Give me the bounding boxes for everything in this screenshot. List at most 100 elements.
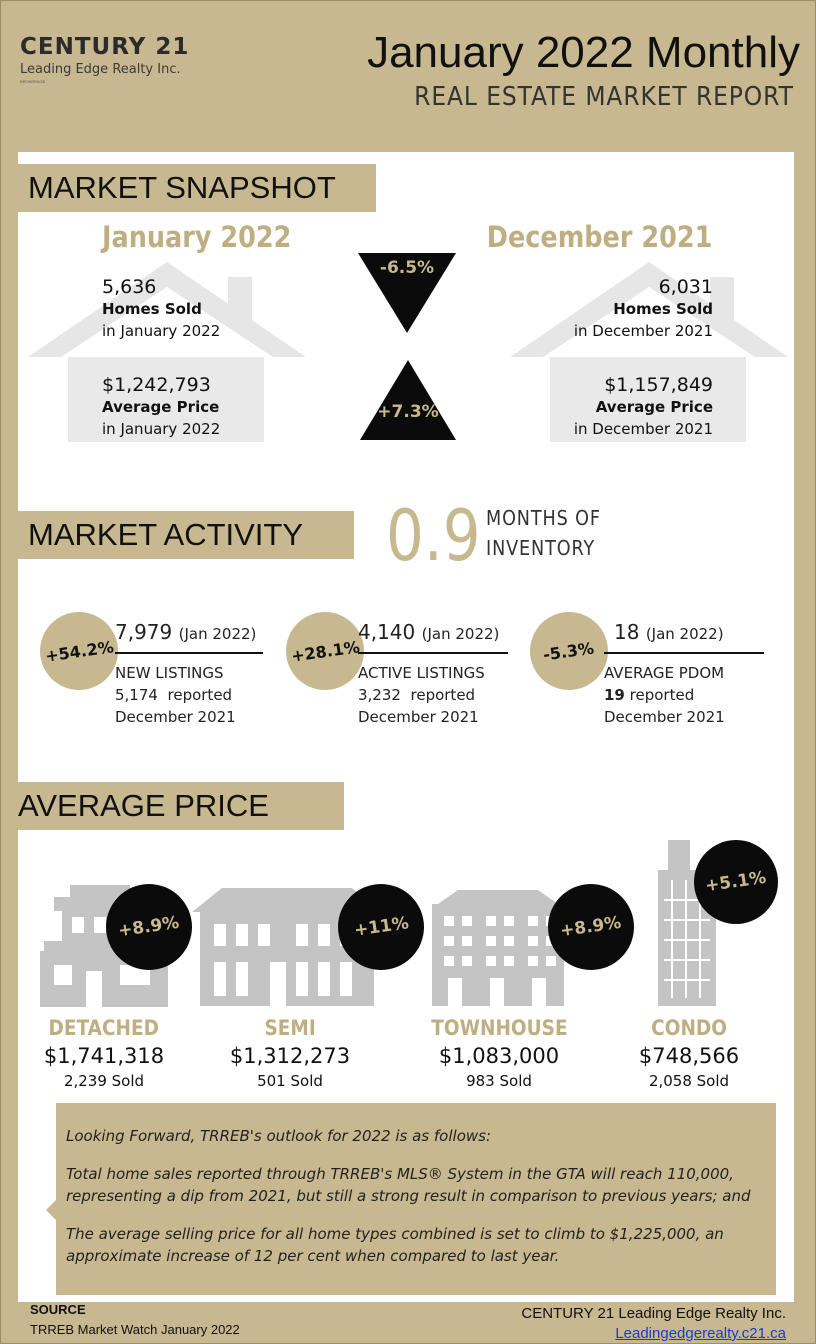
page-subtitle: REAL ESTATE MARKET REPORT bbox=[414, 82, 794, 112]
detached-sold: 2,239 Sold bbox=[63, 1072, 145, 1090]
right-avg-price-label: Average Price bbox=[595, 398, 713, 416]
detached-name: DETACHED bbox=[48, 1016, 160, 1040]
months-label-line1: MONTHS OF bbox=[486, 506, 601, 530]
semi-price: $1,312,273 bbox=[229, 1044, 351, 1068]
house-right-icon bbox=[510, 262, 788, 442]
source-text: TRREB Market Watch January 2022 bbox=[30, 1322, 240, 1337]
townhouse-change: +8.9% bbox=[559, 912, 623, 942]
new-listings-block: 7,979 (Jan 2022) NEW LISTINGS 5,174 repo… bbox=[115, 620, 263, 728]
outlook-price: The average selling price for all home t… bbox=[66, 1225, 724, 1265]
semi-change-badge: +11% bbox=[338, 884, 424, 970]
semi-name: SEMI bbox=[264, 1016, 316, 1040]
townhouse-summary: TOWNHOUSE $1,083,000 983 Sold bbox=[409, 1016, 589, 1090]
page-title: January 2022 Monthly bbox=[367, 28, 800, 77]
snapshot-right-price: $1,157,849 Average Price in December 202… bbox=[574, 374, 713, 440]
house-left-icon bbox=[28, 262, 306, 442]
left-avg-price-value: $1,242,793 bbox=[102, 374, 211, 396]
outlook-box: Looking Forward, TRREB's outlook for 202… bbox=[56, 1103, 776, 1295]
snapshot-left-price: $1,242,793 Average Price in January 2022 bbox=[102, 374, 220, 440]
semi-summary: SEMI $1,312,273 501 Sold bbox=[200, 1016, 380, 1090]
active-listings-block: 4,140 (Jan 2022) ACTIVE LISTINGS 3,232 r… bbox=[358, 620, 508, 728]
new-listings-prev-period: December 2021 bbox=[115, 708, 236, 726]
pdom-change: -5.3% bbox=[542, 638, 596, 664]
condo-change-badge: +5.1% bbox=[694, 840, 778, 924]
active-listings-prev-period: December 2021 bbox=[358, 708, 479, 726]
active-listings-label: ACTIVE LISTINGS bbox=[358, 664, 485, 682]
pdom-change-badge: -5.3% bbox=[530, 612, 608, 690]
down-triangle-icon bbox=[358, 253, 456, 333]
snapshot-left-homes: 5,636 Homes Sold in January 2022 bbox=[102, 276, 220, 342]
divider bbox=[115, 652, 263, 654]
source-note: SOURCE TRREB Market Watch January 2022 bbox=[30, 1300, 240, 1340]
new-listings-change-badge: +54.2% bbox=[40, 612, 118, 690]
active-listings-period: (Jan 2022) bbox=[421, 625, 500, 643]
pdom-prev-value: 19 bbox=[604, 686, 625, 704]
new-listings-label: NEW LISTINGS bbox=[115, 664, 224, 682]
detached-change: +8.9% bbox=[117, 912, 181, 942]
new-listings-change: +54.2% bbox=[43, 636, 115, 666]
condo-price: $748,566 bbox=[638, 1044, 740, 1068]
active-listings-prev-suffix: reported bbox=[410, 686, 476, 704]
snapshot-right-date: December 2021 bbox=[486, 220, 712, 254]
condo-sold: 2,058 Sold bbox=[648, 1072, 730, 1090]
footer-company: CENTURY 21 Leading Edge Realty Inc. bbox=[521, 1305, 786, 1322]
homes-change-value: -6.5% bbox=[379, 258, 435, 278]
left-avg-price-label: Average Price bbox=[102, 398, 220, 416]
pdom-block: 18 (Jan 2022) AVERAGE PDOM 19 reported D… bbox=[604, 620, 764, 728]
months-inventory-value: 0.9 bbox=[386, 495, 481, 577]
pdom-value: 18 bbox=[614, 620, 640, 644]
pdom-label: AVERAGE PDOM bbox=[604, 664, 725, 682]
snapshot-right-homes: 6,031 Homes Sold in December 2021 bbox=[574, 276, 713, 342]
new-listings-prev-suffix: reported bbox=[167, 686, 233, 704]
semi-change: +11% bbox=[352, 913, 410, 941]
source-label: SOURCE bbox=[30, 1302, 86, 1317]
outlook-notch bbox=[46, 1200, 56, 1220]
new-listings-prev-value: 5,174 bbox=[115, 686, 158, 704]
active-listings-value: 4,140 bbox=[358, 620, 416, 644]
left-homes-sold-period: in January 2022 bbox=[102, 322, 221, 340]
semi-sold: 501 Sold bbox=[257, 1072, 323, 1090]
left-homes-sold-value: 5,636 bbox=[102, 276, 157, 298]
snapshot-left-date: January 2022 bbox=[102, 220, 292, 254]
divider bbox=[604, 652, 764, 654]
condo-name: CONDO bbox=[651, 1016, 727, 1040]
new-listings-value: 7,979 bbox=[115, 620, 173, 644]
townhouse-icon bbox=[432, 890, 564, 1006]
detached-change-badge: +8.9% bbox=[106, 884, 192, 970]
right-avg-price-value: $1,157,849 bbox=[604, 374, 713, 396]
detached-price: $1,741,318 bbox=[43, 1044, 165, 1068]
left-homes-sold-label: Homes Sold bbox=[102, 300, 202, 318]
outlook-intro: Looking Forward, TRREB's outlook for 202… bbox=[66, 1127, 492, 1145]
logo: CENTURY 21 Leading Edge Realty Inc. BROK… bbox=[20, 34, 189, 84]
detached-summary: DETACHED $1,741,318 2,239 Sold bbox=[14, 1016, 194, 1090]
townhouse-sold: 983 Sold bbox=[466, 1072, 532, 1090]
active-listings-prev-value: 3,232 bbox=[358, 686, 401, 704]
pdom-period: (Jan 2022) bbox=[645, 625, 724, 643]
logo-subtitle: Leading Edge Realty Inc. bbox=[20, 62, 181, 77]
right-homes-sold-period: in December 2021 bbox=[573, 322, 713, 340]
townhouse-name: TOWNHOUSE bbox=[430, 1016, 568, 1040]
market-activity-heading: MARKET ACTIVITY bbox=[18, 511, 354, 559]
condo-change: +5.1% bbox=[704, 867, 768, 897]
right-homes-sold-value: 6,031 bbox=[658, 276, 713, 298]
left-avg-price-period: in January 2022 bbox=[102, 420, 221, 438]
months-inventory-label: MONTHS OF INVENTORY bbox=[486, 503, 601, 563]
divider bbox=[358, 652, 508, 654]
active-listings-change-badge: +28.1% bbox=[286, 612, 364, 690]
price-change-value: +7.3% bbox=[377, 402, 439, 422]
footer-contact: CENTURY 21 Leading Edge Realty Inc. Lead… bbox=[521, 1304, 786, 1344]
right-avg-price-period: in December 2021 bbox=[573, 420, 713, 438]
logo-brand: CENTURY 21 bbox=[20, 34, 190, 60]
active-listings-change: +28.1% bbox=[289, 636, 361, 666]
new-listings-period: (Jan 2022) bbox=[178, 625, 257, 643]
outlook-sales: Total home sales reported through TRREB'… bbox=[66, 1165, 751, 1205]
market-snapshot-heading: MARKET SNAPSHOT bbox=[18, 164, 376, 212]
townhouse-change-badge: +8.9% bbox=[548, 884, 634, 970]
website-link[interactable]: Leadingedgerealty.c21.ca bbox=[615, 1325, 786, 1342]
condo-summary: CONDO $748,566 2,058 Sold bbox=[599, 1016, 779, 1090]
pdom-prev-period: December 2021 bbox=[604, 708, 725, 726]
townhouse-price: $1,083,000 bbox=[438, 1044, 560, 1068]
right-homes-sold-label: Homes Sold bbox=[613, 300, 713, 318]
pdom-prev-suffix: reported bbox=[629, 686, 695, 704]
logo-brokerage: BROKERAGE bbox=[20, 79, 46, 84]
